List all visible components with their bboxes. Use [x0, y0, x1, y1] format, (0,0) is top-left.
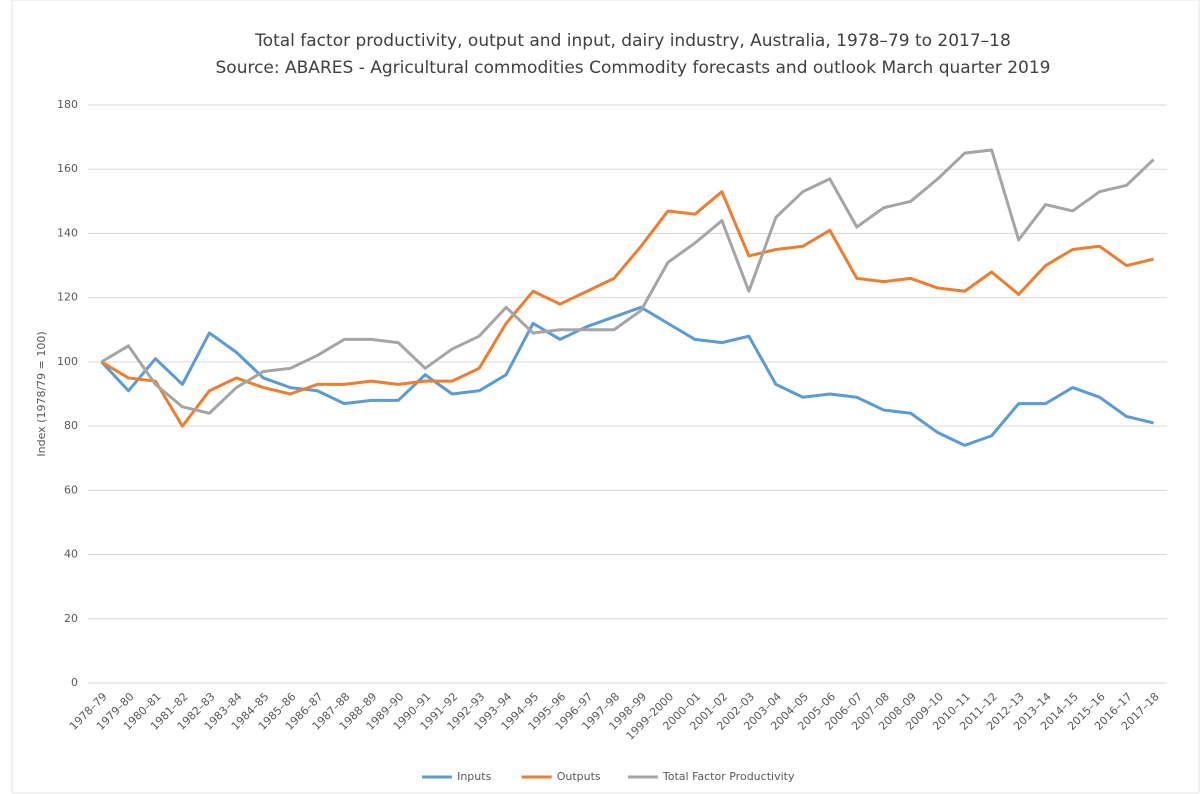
y-tick-label: 120	[57, 291, 78, 304]
legend-label: Total Factor Productivity	[662, 770, 795, 783]
series-line	[100, 148, 1155, 415]
y-tick-label: 0	[71, 676, 78, 689]
y-tick-label: 160	[57, 162, 78, 175]
y-tick-label: 140	[57, 226, 78, 239]
y-tick-label: 40	[64, 548, 78, 561]
y-tick-label: 100	[57, 355, 78, 368]
chart-frame	[11, 0, 1200, 794]
legend-label: Inputs	[457, 770, 491, 783]
series-line	[100, 305, 1154, 447]
chart-title: Total factor productivity, output and in…	[254, 31, 1011, 51]
y-axis-label: Index (1978/79 = 100)	[35, 331, 48, 456]
legend-label: Outputs	[557, 770, 601, 783]
y-tick-label: 60	[64, 483, 78, 496]
series-line	[100, 190, 1154, 428]
y-tick-label: 80	[64, 419, 78, 432]
chart-subtitle: Source: ABARES - Agricultural commoditie…	[216, 58, 1051, 78]
y-tick-label: 180	[57, 98, 78, 111]
y-tick-label: 20	[64, 612, 78, 625]
